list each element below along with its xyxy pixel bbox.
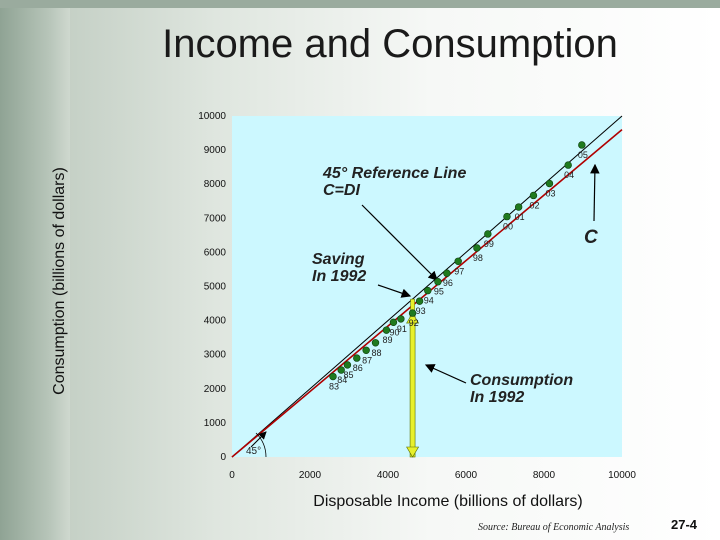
- data-point-label: 95: [434, 287, 444, 297]
- data-point-label: 03: [545, 189, 555, 199]
- consumption-label: Consumption: [470, 372, 574, 389]
- y-tick-label: 5000: [204, 282, 227, 293]
- data-point: [473, 244, 481, 252]
- data-point-label: 92: [409, 318, 419, 328]
- data-point-label: 90: [389, 327, 399, 337]
- saving-annotation: Saving In 1992: [312, 251, 366, 285]
- data-point: [529, 191, 538, 200]
- x-tick-label: 2000: [299, 470, 322, 481]
- y-tick-label: 0: [220, 452, 226, 463]
- angle-arrow: [250, 431, 267, 448]
- y-tick-label: 3000: [204, 350, 227, 361]
- y-tick-label: 8000: [204, 179, 227, 190]
- data-point: [443, 269, 451, 277]
- data-point-label: 97: [454, 266, 464, 276]
- data-point-label: 01: [515, 212, 525, 222]
- x-tick-label: 8000: [533, 470, 556, 481]
- y-tick-label: 10000: [198, 111, 226, 122]
- slide-left-frame: [0, 0, 70, 540]
- data-point: [362, 346, 370, 354]
- data-point-label: 05: [578, 150, 588, 160]
- data-point: [545, 179, 554, 188]
- y-tick-label: 4000: [204, 316, 227, 327]
- data-point-label: 99: [484, 239, 494, 249]
- c-arrow: [590, 163, 600, 222]
- data-point-label: 87: [362, 355, 372, 365]
- data-point: [484, 230, 492, 238]
- data-point-label: 88: [372, 348, 382, 358]
- consumption-annotation: Consumption In 1992: [470, 372, 573, 406]
- x-tick-label: 10000: [608, 470, 636, 481]
- x-tick-label: 4000: [377, 470, 400, 481]
- data-point-label: 00: [503, 222, 513, 232]
- data-point: [382, 326, 391, 334]
- consumption-arrow: [424, 364, 467, 384]
- angle-label: 45°: [246, 446, 262, 457]
- data-point-label: 98: [473, 253, 483, 263]
- y-tick-label: 9000: [204, 145, 227, 156]
- saving-arrow: [377, 284, 412, 298]
- data-point: [408, 309, 417, 317]
- data-point: [329, 372, 337, 381]
- data-point-label: 85: [343, 370, 353, 380]
- data-point-label: 91: [397, 324, 407, 334]
- data-point: [353, 354, 361, 362]
- reference-line-annotation: 45° Reference Line C=DI: [323, 165, 466, 199]
- reference-line-45: [231, 115, 623, 458]
- source-note: Source: Bureau of Economic Analysis: [478, 522, 630, 533]
- page-number: 27-4: [671, 517, 698, 532]
- data-point: [503, 212, 511, 221]
- data-point-label: 93: [416, 306, 426, 316]
- reference-line-label: 45° Reference Line: [323, 165, 467, 182]
- y-tick-label: 7000: [204, 213, 227, 224]
- y-tick-label: 2000: [204, 384, 227, 395]
- angle-arc: [255, 432, 267, 458]
- data-point-label: 86: [353, 363, 363, 373]
- axis-ticks: 0100020003000400050006000700080009000100…: [198, 111, 636, 481]
- consumption-1992-bar: [409, 312, 416, 458]
- consumption-1992-arrowhead-bottom: [406, 446, 420, 458]
- data-point: [514, 203, 523, 211]
- reference-line-equation: C=DI: [323, 182, 360, 199]
- data-point-label: 89: [382, 335, 392, 345]
- data-point-label: 94: [424, 296, 434, 306]
- consumption-year: In 1992: [470, 389, 525, 406]
- y-axis-label: Consumption (billions of dollars): [51, 167, 68, 395]
- x-tick-label: 0: [229, 470, 235, 481]
- data-point-label: 02: [529, 200, 539, 210]
- saving-label: Saving: [312, 251, 365, 268]
- data-point: [343, 361, 352, 369]
- data-point-label: 83: [329, 382, 339, 392]
- data-point-label: 96: [443, 278, 453, 288]
- data-point: [434, 278, 442, 286]
- y-tick-label: 6000: [204, 247, 227, 258]
- data-point: [337, 366, 345, 374]
- slide-top-frame: [0, 0, 720, 8]
- x-axis-label: Disposable Income (billions of dollars): [313, 493, 583, 510]
- data-point: [371, 339, 380, 347]
- data-point: [397, 315, 405, 323]
- data-point-label: 04: [564, 170, 574, 180]
- data-point: [578, 141, 586, 149]
- annotation-arrows: [250, 163, 600, 448]
- data-point: [564, 161, 572, 169]
- data-point-label: 84: [337, 375, 347, 385]
- data-point: [415, 297, 424, 305]
- data-point: [424, 286, 432, 295]
- x-tick-label: 6000: [455, 470, 478, 481]
- data-point: [389, 318, 398, 327]
- consumption-1992-arrowhead-top: [406, 312, 420, 324]
- data-point: [454, 257, 462, 265]
- consumption-line-label: C: [584, 227, 598, 248]
- y-tick-label: 1000: [204, 418, 227, 429]
- reference-line-arrow: [361, 204, 438, 281]
- saving-year: In 1992: [312, 268, 367, 285]
- slide-title: Income and Consumption: [162, 22, 618, 66]
